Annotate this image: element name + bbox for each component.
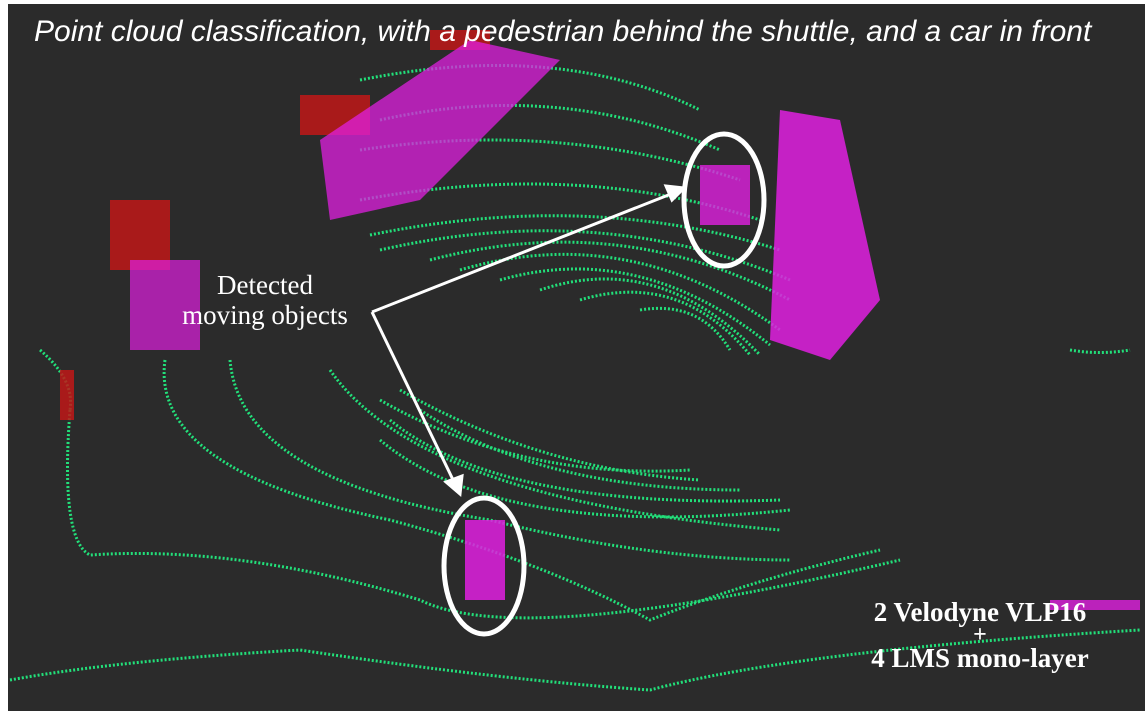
figure-title: Point cloud classification, with a pedes…	[34, 15, 1092, 48]
car-detection-ellipse	[681, 131, 767, 269]
sensor-line1: 2 Velodyne VLP16	[873, 597, 1087, 627]
sensor-caption: 2 Velodyne VLP16 + 4 LMS mono-layer	[820, 598, 1140, 672]
detected-label-line1: Detected	[217, 270, 313, 300]
detected-label-line2: moving objects	[182, 300, 348, 330]
arrowhead-pedestrian	[443, 473, 464, 497]
pedestrian-detection-ellipse	[441, 495, 527, 637]
sensor-line2: 4 LMS mono-layer	[871, 643, 1089, 673]
detection-annotations	[370, 131, 767, 637]
arrow-to-pedestrian	[370, 311, 458, 487]
point-cloud-background	[8, 4, 1145, 711]
arrowhead-car	[663, 184, 688, 203]
detected-objects-label: Detected moving objects	[150, 270, 380, 330]
moving-object-points	[130, 40, 1140, 610]
arrow-to-car	[371, 190, 677, 314]
sensor-plus: +	[973, 622, 987, 648]
